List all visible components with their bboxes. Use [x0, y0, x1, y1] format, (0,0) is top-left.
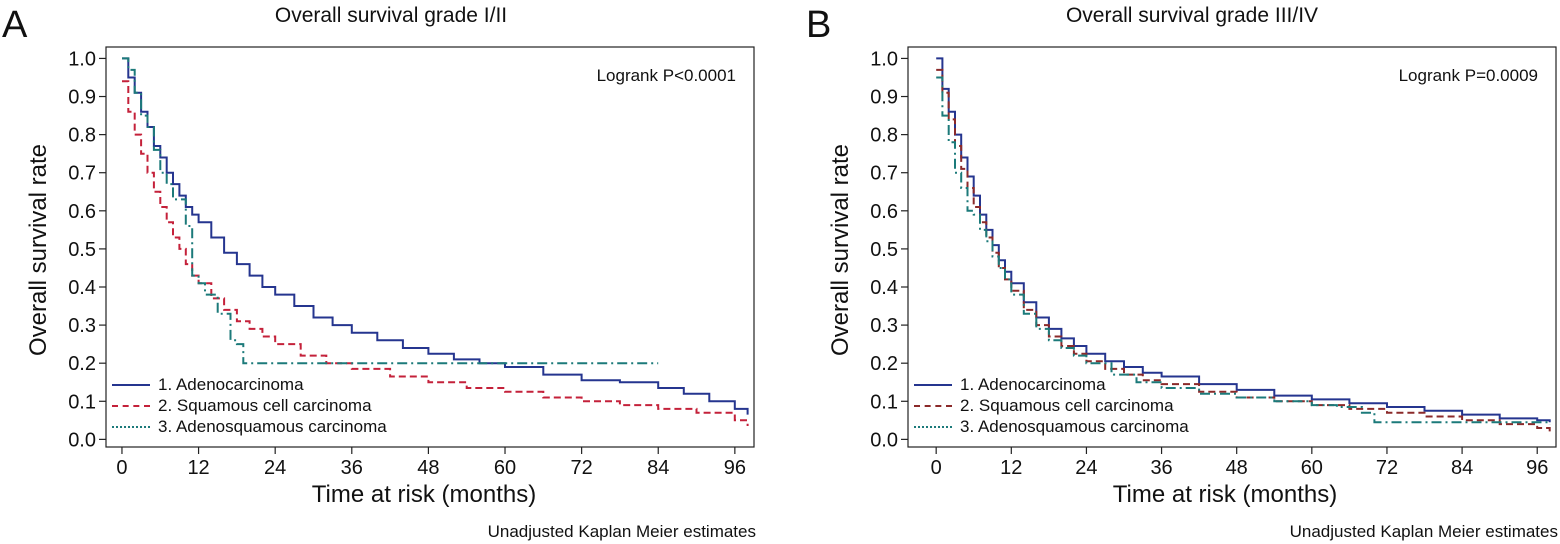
- footnote: Unadjusted Kaplan Meier estimates: [1289, 522, 1558, 541]
- legend-swatch-adenosquamous: [914, 425, 952, 428]
- legend-label: 1. Adenocarcinoma: [158, 374, 304, 394]
- survival-curve-squamous-cell-carcinoma: [122, 80, 749, 426]
- y-tick-label: 0.0: [870, 429, 898, 451]
- panel-a: 0.0 0.1 0.2 0.3 0.4 0.5 0.6 0.7 0.8 0.9 1.0 0 12 24 36…: [2, 4, 756, 541]
- legend-label: 1. Adenocarcinoma: [960, 374, 1106, 394]
- y-tick-label: 0.6: [870, 201, 898, 223]
- y-tick-label: 1.0: [68, 48, 96, 70]
- x-tick-label: 36: [1150, 457, 1172, 479]
- survival-curve-adenosquamous-carcinoma: [122, 57, 659, 365]
- x-tick-label: 60: [494, 457, 516, 479]
- y-tick-label: 1.0: [870, 48, 898, 70]
- panel-letter: B: [806, 4, 832, 46]
- survival-curve-adenocarcinoma: [122, 57, 749, 415]
- y-tick-label: 0.8: [870, 125, 898, 147]
- x-axis-label: Time at risk (months): [1112, 481, 1338, 508]
- chart-title: Overall survival grade III/IV: [1065, 4, 1319, 27]
- logrank-annotation: Logrank P<0.0001: [596, 66, 736, 85]
- x-tick-label: 96: [1526, 457, 1548, 479]
- legend-item: 1. Adenocarcinoma: [914, 374, 1189, 395]
- y-tick-label: 0.1: [68, 391, 96, 413]
- y-axis-label: Overall survival rate: [25, 143, 52, 357]
- y-tick-label: 0.9: [68, 87, 96, 109]
- y-tick-label: 0.4: [870, 277, 898, 299]
- x-tick-label: 48: [417, 457, 439, 479]
- legend-label: 2. Squamous cell carcinoma: [158, 395, 372, 415]
- y-tick-label: 0.5: [870, 239, 898, 261]
- x-tick-label: 72: [1376, 457, 1398, 479]
- legend: 1. Adenocarcinoma 2. Squamous cell carci…: [914, 374, 1189, 437]
- x-tick-label: 72: [571, 457, 593, 479]
- panel-a-plot: 0.0 0.1 0.2 0.3 0.4 0.5 0.6 0.7 0.8 0.9 1.0 0 12 24 36…: [68, 46, 755, 479]
- x-axis-label: Time at risk (months): [311, 481, 537, 508]
- y-tick-label: 0.6: [68, 201, 96, 223]
- legend-item: 2. Squamous cell carcinoma: [112, 395, 387, 416]
- x-tick-label: 24: [1075, 457, 1097, 479]
- legend-label: 2. Squamous cell carcinoma: [960, 395, 1174, 415]
- x-tick-label: 12: [187, 457, 209, 479]
- x-tick-label: 12: [1000, 457, 1022, 479]
- x-tick-label: 36: [341, 457, 363, 479]
- x-tick-label: 24: [264, 457, 286, 479]
- panel-b-plot: 0.0 0.1 0.2 0.3 0.4 0.5 0.6 0.7 0.8 0.9 1.0 0 12 24 36…: [870, 46, 1557, 479]
- y-tick-label: 0.8: [68, 125, 96, 147]
- y-tick-label: 0.5: [68, 239, 96, 261]
- panel-letter: A: [2, 4, 28, 46]
- legend-swatch-adenosquamous: [112, 425, 150, 428]
- legend-swatch-adenocarcinoma: [112, 383, 150, 386]
- footnote: Unadjusted Kaplan Meier estimates: [487, 522, 756, 541]
- legend-swatch-squamous: [914, 404, 952, 407]
- legend-swatch-squamous: [112, 404, 150, 407]
- x-tick-label: 84: [1451, 457, 1473, 479]
- plot-frame: [105, 46, 755, 448]
- legend-item: 3. Adenosquamous carcinoma: [112, 416, 387, 437]
- y-tick-label: 0.3: [870, 315, 898, 337]
- chart-title: Overall survival grade I/II: [274, 4, 508, 27]
- legend: 1. Adenocarcinoma 2. Squamous cell carci…: [112, 374, 387, 437]
- legend-swatch-adenocarcinoma: [914, 383, 952, 386]
- logrank-annotation: Logrank P=0.0009: [1398, 66, 1538, 85]
- survival-curve-adenosquamous-carcinoma: [936, 76, 1551, 425]
- y-tick-label: 0.1: [870, 391, 898, 413]
- y-tick-label: 0.3: [68, 315, 96, 337]
- y-tick-label: 0.2: [68, 353, 96, 375]
- y-tick-label: 0.7: [870, 163, 898, 185]
- y-tick-label: 0.9: [870, 87, 898, 109]
- legend-item: 1. Adenocarcinoma: [112, 374, 387, 395]
- x-tick-label: 0: [931, 457, 942, 479]
- y-tick-label: 0.2: [870, 353, 898, 375]
- x-tick-label: 48: [1226, 457, 1248, 479]
- x-tick-label: 84: [647, 457, 669, 479]
- legend-label: 3. Adenosquamous carcinoma: [158, 416, 387, 436]
- legend-item: 3. Adenosquamous carcinoma: [914, 416, 1189, 437]
- y-tick-label: 0.4: [68, 277, 96, 299]
- plot-frame: [907, 46, 1557, 448]
- panel-b: 0.0 0.1 0.2 0.3 0.4 0.5 0.6 0.7 0.8 0.9 1.0 0 12 24 36…: [780, 0, 1560, 544]
- legend-item: 2. Squamous cell carcinoma: [914, 395, 1189, 416]
- y-axis-label: Overall survival rate: [827, 143, 854, 357]
- legend-label: 3. Adenosquamous carcinoma: [960, 416, 1189, 436]
- y-tick-label: 0.7: [68, 163, 96, 185]
- survival-curve-squamous-cell-carcinoma: [936, 68, 1551, 432]
- y-tick-label: 0.0: [68, 429, 96, 451]
- survival-curve-adenocarcinoma: [936, 57, 1551, 423]
- x-tick-label: 96: [724, 457, 746, 479]
- x-tick-label: 60: [1301, 457, 1323, 479]
- x-tick-label: 0: [116, 457, 127, 479]
